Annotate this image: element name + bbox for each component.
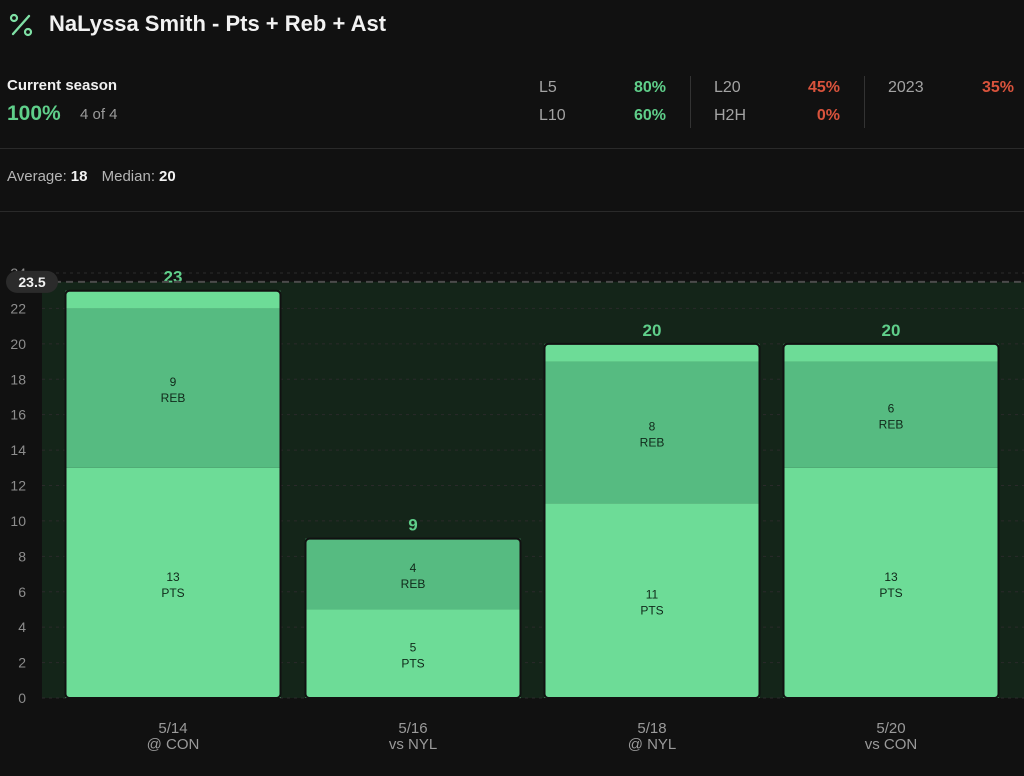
l20-value: 45% — [807, 79, 840, 96]
bar-segment-pts — [544, 503, 760, 698]
x-opponent-label: vs NYL — [389, 736, 437, 753]
bar-segment-reb — [65, 308, 281, 468]
y-tick-label: 14 — [10, 442, 26, 458]
bar-outline — [782, 342, 1000, 699]
bar-segment-reb — [544, 361, 760, 504]
y-tick-label: 16 — [10, 407, 26, 423]
bar-outline — [543, 342, 761, 699]
divider — [0, 211, 1024, 212]
average-label: Average: — [7, 168, 67, 185]
l20-label: L20 — [714, 79, 741, 96]
prop-line-badge — [6, 270, 58, 293]
bar-segment-pts — [305, 609, 521, 698]
segment-label: PTS — [879, 586, 902, 600]
season-hit-count: 4 of 4 — [80, 106, 118, 123]
l5-label: L5 — [539, 79, 557, 96]
h2h-value: 0% — [816, 107, 840, 124]
x-tick-label: 5/14 — [158, 720, 187, 737]
segment-label: PTS — [161, 586, 184, 600]
x-opponent-label: vs CON — [865, 736, 918, 753]
segment-value: 13 — [884, 570, 898, 584]
bar-segment-ast — [544, 343, 760, 362]
bar-5-18 — [544, 343, 760, 698]
y-tick-label: 10 — [10, 513, 26, 529]
season-hit-percent: 100% — [7, 102, 61, 125]
median-value: 20 — [159, 168, 176, 185]
segment-value: 11 — [646, 588, 659, 602]
averages-row: Average: 18 Median: 20 — [7, 168, 186, 185]
segment-label: REB — [161, 391, 186, 405]
segment-value: 5 — [410, 641, 417, 655]
y-tick-label: 6 — [18, 584, 26, 600]
bar-outline — [64, 289, 282, 699]
bar-segment-pts — [65, 467, 281, 698]
bar-segment-pts — [783, 467, 999, 698]
median-label: Median: — [101, 168, 155, 185]
bar-segment-reb — [783, 361, 999, 468]
x-tick-label: 5/18 — [637, 720, 666, 737]
bar-5-16 — [305, 538, 521, 698]
bar-total-label: 9 — [408, 516, 417, 535]
segment-label: PTS — [401, 657, 424, 671]
bar-5-14 — [65, 290, 281, 698]
stacked-bar-chart: 02468101214161820222413PTS9REB235/14@ CO… — [6, 265, 1024, 753]
segment-label: REB — [640, 435, 665, 449]
segment-value: 6 — [888, 402, 895, 416]
bar-total-label: 20 — [643, 321, 662, 340]
prop-line-label: 23.5 — [18, 274, 45, 290]
h2h-label: H2H — [714, 107, 747, 124]
segment-label: REB — [401, 577, 426, 591]
bar-5-20 — [783, 343, 999, 698]
season-year-label: 2023 — [888, 79, 924, 96]
x-opponent-label: @ CON — [147, 736, 200, 753]
bar-total-label: 20 — [882, 321, 901, 340]
x-tick-label: 5/20 — [876, 720, 905, 737]
bar-segment-ast — [65, 290, 281, 309]
y-tick-label: 12 — [10, 478, 26, 494]
bar-segment-ast — [783, 343, 999, 362]
y-tick-label: 8 — [18, 548, 26, 564]
divider — [0, 148, 1024, 149]
divider — [690, 76, 691, 128]
y-tick-label: 0 — [18, 690, 26, 706]
l5-value: 80% — [633, 79, 666, 96]
segment-value: 9 — [170, 375, 177, 389]
y-tick-label: 4 — [18, 619, 26, 635]
segment-label: PTS — [640, 604, 663, 618]
bar-segment-reb — [305, 538, 521, 610]
segment-value: 4 — [410, 561, 417, 575]
divider — [864, 76, 865, 128]
season-year-value: 35% — [981, 79, 1014, 96]
header: NaLyssa Smith - Pts + Reb + Ast — [0, 0, 1024, 56]
x-tick-label: 5/16 — [398, 720, 427, 737]
l10-value: 60% — [633, 107, 666, 124]
l10-label: L10 — [539, 107, 566, 124]
bar-outline — [304, 537, 522, 699]
percent-icon — [9, 13, 33, 37]
season-label: Current season — [7, 77, 118, 94]
segment-value: 8 — [649, 419, 656, 433]
y-tick-label: 22 — [10, 300, 26, 316]
y-tick-label: 2 — [18, 655, 26, 671]
segment-label: REB — [879, 418, 904, 432]
page-title: NaLyssa Smith - Pts + Reb + Ast — [49, 11, 387, 36]
average-value: 18 — [70, 168, 88, 185]
y-tick-label: 18 — [10, 371, 26, 387]
x-opponent-label: @ NYL — [628, 736, 677, 753]
bar-total-label: 23 — [164, 268, 183, 287]
segment-value: 13 — [166, 570, 180, 584]
y-tick-label: 20 — [10, 336, 26, 352]
